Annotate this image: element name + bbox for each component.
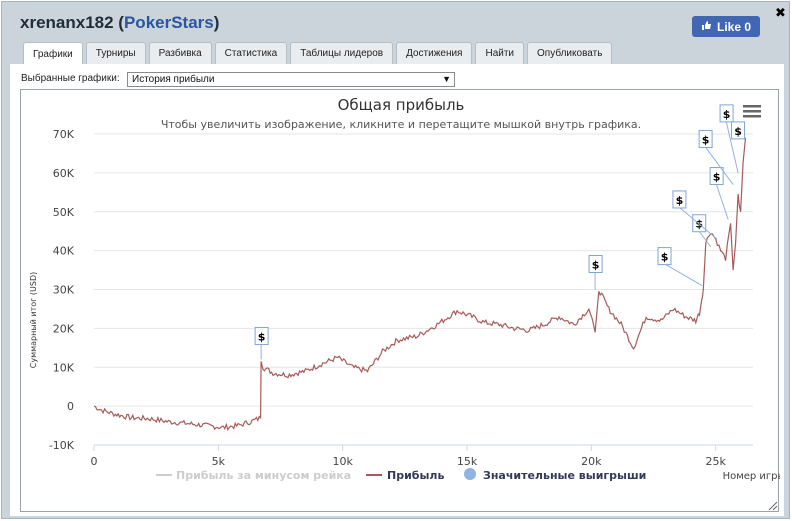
tab-publish[interactable]: Опубликовать	[527, 42, 613, 64]
big-win-marker[interactable]: $	[657, 247, 703, 287]
tab-find[interactable]: Найти	[475, 42, 525, 64]
big-win-marker-label: $	[258, 330, 266, 343]
chart-container[interactable]: Общая прибыль Чтобы увеличить изображени…	[20, 89, 785, 513]
x-axis-label: Номер игры	[723, 471, 780, 482]
tab-achievements[interactable]: Достижения	[396, 42, 473, 64]
big-win-marker[interactable]: $	[692, 214, 712, 248]
y-tick-label: 0	[67, 400, 74, 413]
x-tick-label: 25k	[706, 455, 727, 468]
big-win-marker-label: $	[702, 134, 710, 147]
menu-icon[interactable]	[743, 105, 761, 118]
like-button[interactable]: Like 0	[692, 16, 760, 37]
tab-tournaments[interactable]: Турниры	[85, 42, 146, 64]
big-win-marker[interactable]: $	[731, 121, 746, 140]
tab-leaderboards[interactable]: Таблицы лидеров	[290, 42, 394, 64]
grid	[94, 133, 753, 446]
big-win-marker-label: $	[713, 171, 721, 184]
y-axis-ticks: -10K 0 10K 20K 30K 40K 50K 60K 70K	[49, 128, 75, 452]
x-tick-label: 0	[91, 455, 98, 468]
x-tick-label: 20k	[581, 455, 602, 468]
x-axis-ticks: 0 5k 10k 15k 20k 25k	[91, 445, 727, 468]
big-win-marker-label: $	[676, 194, 684, 207]
big-wins-markers: $$$$$$$$$	[254, 104, 746, 360]
big-win-marker[interactable]: $	[698, 130, 734, 185]
y-tick-label: 60K	[53, 167, 75, 180]
big-win-marker[interactable]: $	[709, 167, 729, 220]
profit-chart[interactable]: Общая прибыль Чтобы увеличить изображени…	[21, 90, 785, 513]
legend-item-big-wins[interactable]: Значительные выигрыши	[464, 468, 646, 482]
chart-select-value: История прибыли	[132, 74, 215, 85]
x-tick-label: 15k	[457, 455, 478, 468]
y-tick-label: 40K	[53, 245, 75, 258]
legend-label-big-wins: Значительные выигрыши	[483, 469, 646, 482]
y-axis-label: Суммарный итог (USD)	[29, 272, 38, 369]
y-tick-label: -10K	[49, 439, 75, 452]
chevron-down-icon: ▼	[442, 74, 451, 84]
chart-select-label: Выбранные графики:	[21, 73, 120, 84]
legend-item-profit[interactable]: Прибыль	[366, 469, 444, 482]
resize-handle-icon[interactable]	[768, 501, 778, 511]
big-win-marker-label: $	[592, 259, 600, 272]
like-label: Like 0	[716, 19, 752, 34]
legend: Прибыль за минусом рейка Прибыль Значите…	[156, 468, 646, 482]
big-win-marker[interactable]: $	[588, 255, 603, 290]
y-tick-label: 20K	[53, 322, 75, 335]
chart-title: Общая прибыль	[338, 96, 465, 114]
x-tick-label: 10k	[332, 455, 353, 468]
legend-label-profit: Прибыль	[387, 469, 444, 482]
tab-breakdown[interactable]: Разбивка	[148, 42, 212, 64]
big-win-marker-label: $	[661, 251, 669, 264]
chart-subtitle: Чтобы увеличить изображение, кликните и …	[161, 118, 641, 131]
site-link[interactable]: PokerStars	[123, 13, 214, 32]
big-win-marker[interactable]: $	[254, 326, 269, 360]
profit-line	[93, 137, 747, 431]
page-title: xrenanx182 (PokerStars)	[20, 13, 220, 32]
username: xrenanx182	[20, 13, 114, 32]
chart-select[interactable]: История прибыли ▼	[127, 72, 455, 87]
tab-content: Выбранные графики: История прибыли ▼ Общ…	[10, 64, 785, 516]
x-tick-label: 5k	[212, 455, 226, 468]
plot-area	[93, 137, 747, 431]
legend-item-rake[interactable]: Прибыль за минусом рейка	[156, 469, 351, 482]
y-tick-label: 10K	[53, 361, 75, 374]
big-win-marker-label: $	[734, 125, 742, 138]
big-win-marker[interactable]: $	[719, 104, 739, 173]
big-win-marker[interactable]: $	[672, 190, 718, 240]
y-tick-label: 70K	[53, 128, 75, 141]
close-icon[interactable]: ✖	[775, 6, 786, 21]
big-win-marker-label: $	[723, 108, 731, 121]
tab-bar: Графики Турниры Разбивка Статистика Табл…	[23, 42, 613, 65]
legend-label-rake: Прибыль за минусом рейка	[176, 469, 351, 482]
tab-statistics[interactable]: Статистика	[214, 42, 288, 64]
y-tick-label: 30K	[53, 284, 75, 297]
tab-charts[interactable]: Графики	[23, 42, 83, 65]
y-tick-label: 50K	[53, 206, 75, 219]
thumbs-up-icon	[701, 20, 712, 34]
